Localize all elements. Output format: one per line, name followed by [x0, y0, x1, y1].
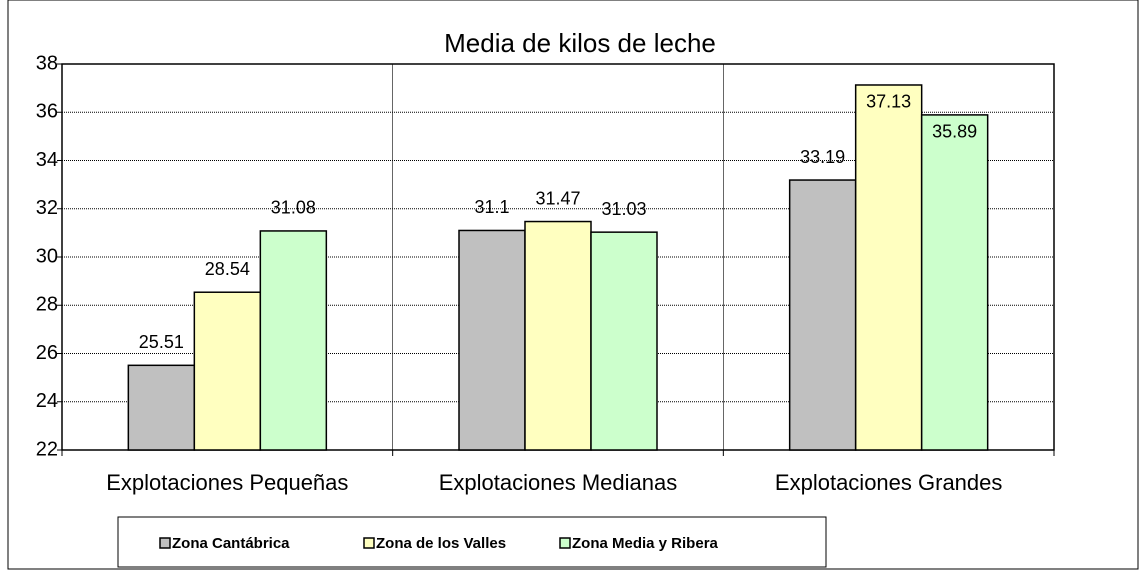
bar — [193, 291, 262, 451]
y-tick-label: 34 — [36, 149, 58, 171]
y-tick-label: 38 — [36, 52, 58, 74]
bar — [788, 179, 857, 451]
legend-swatch — [159, 537, 171, 549]
legend-label: Zona Cantábrica — [172, 535, 290, 552]
data-label: 31.08 — [271, 198, 316, 218]
bar — [458, 229, 526, 451]
y-tick-label: 36 — [36, 101, 58, 123]
legend-box — [117, 516, 827, 568]
data-label: 31.1 — [474, 197, 509, 217]
legend-swatch — [363, 537, 375, 549]
data-label: 28.54 — [205, 259, 250, 279]
legend-label: Zona Media y Ribera — [572, 535, 719, 552]
bar — [127, 364, 196, 451]
bar — [590, 231, 658, 451]
x-tick-label: Explotaciones Medianas — [439, 470, 677, 495]
bar — [854, 84, 923, 451]
chart-title: Media de kilos de leche — [444, 28, 716, 58]
data-label: 35.89 — [932, 122, 977, 142]
data-label: 31.47 — [535, 188, 580, 208]
legend-label: Zona de los Valles — [376, 535, 506, 552]
x-tick-label: Explotaciones Pequeñas — [106, 470, 348, 495]
bar — [524, 220, 592, 451]
data-label: 33.19 — [800, 147, 845, 167]
data-label: 31.03 — [601, 199, 646, 219]
y-tick-label: 28 — [36, 294, 58, 316]
y-tick-label: 30 — [36, 245, 58, 267]
x-tick-label: Explotaciones Grandes — [775, 470, 1002, 495]
y-tick-label: 32 — [36, 197, 58, 219]
data-label: 25.51 — [139, 332, 184, 352]
bar — [920, 114, 989, 451]
y-tick-label: 26 — [36, 342, 58, 364]
y-tick-label: 22 — [36, 438, 58, 460]
bar — [259, 230, 328, 451]
y-tick-label: 24 — [36, 390, 58, 412]
legend-swatch — [559, 537, 571, 549]
data-label: 37.13 — [866, 92, 911, 112]
